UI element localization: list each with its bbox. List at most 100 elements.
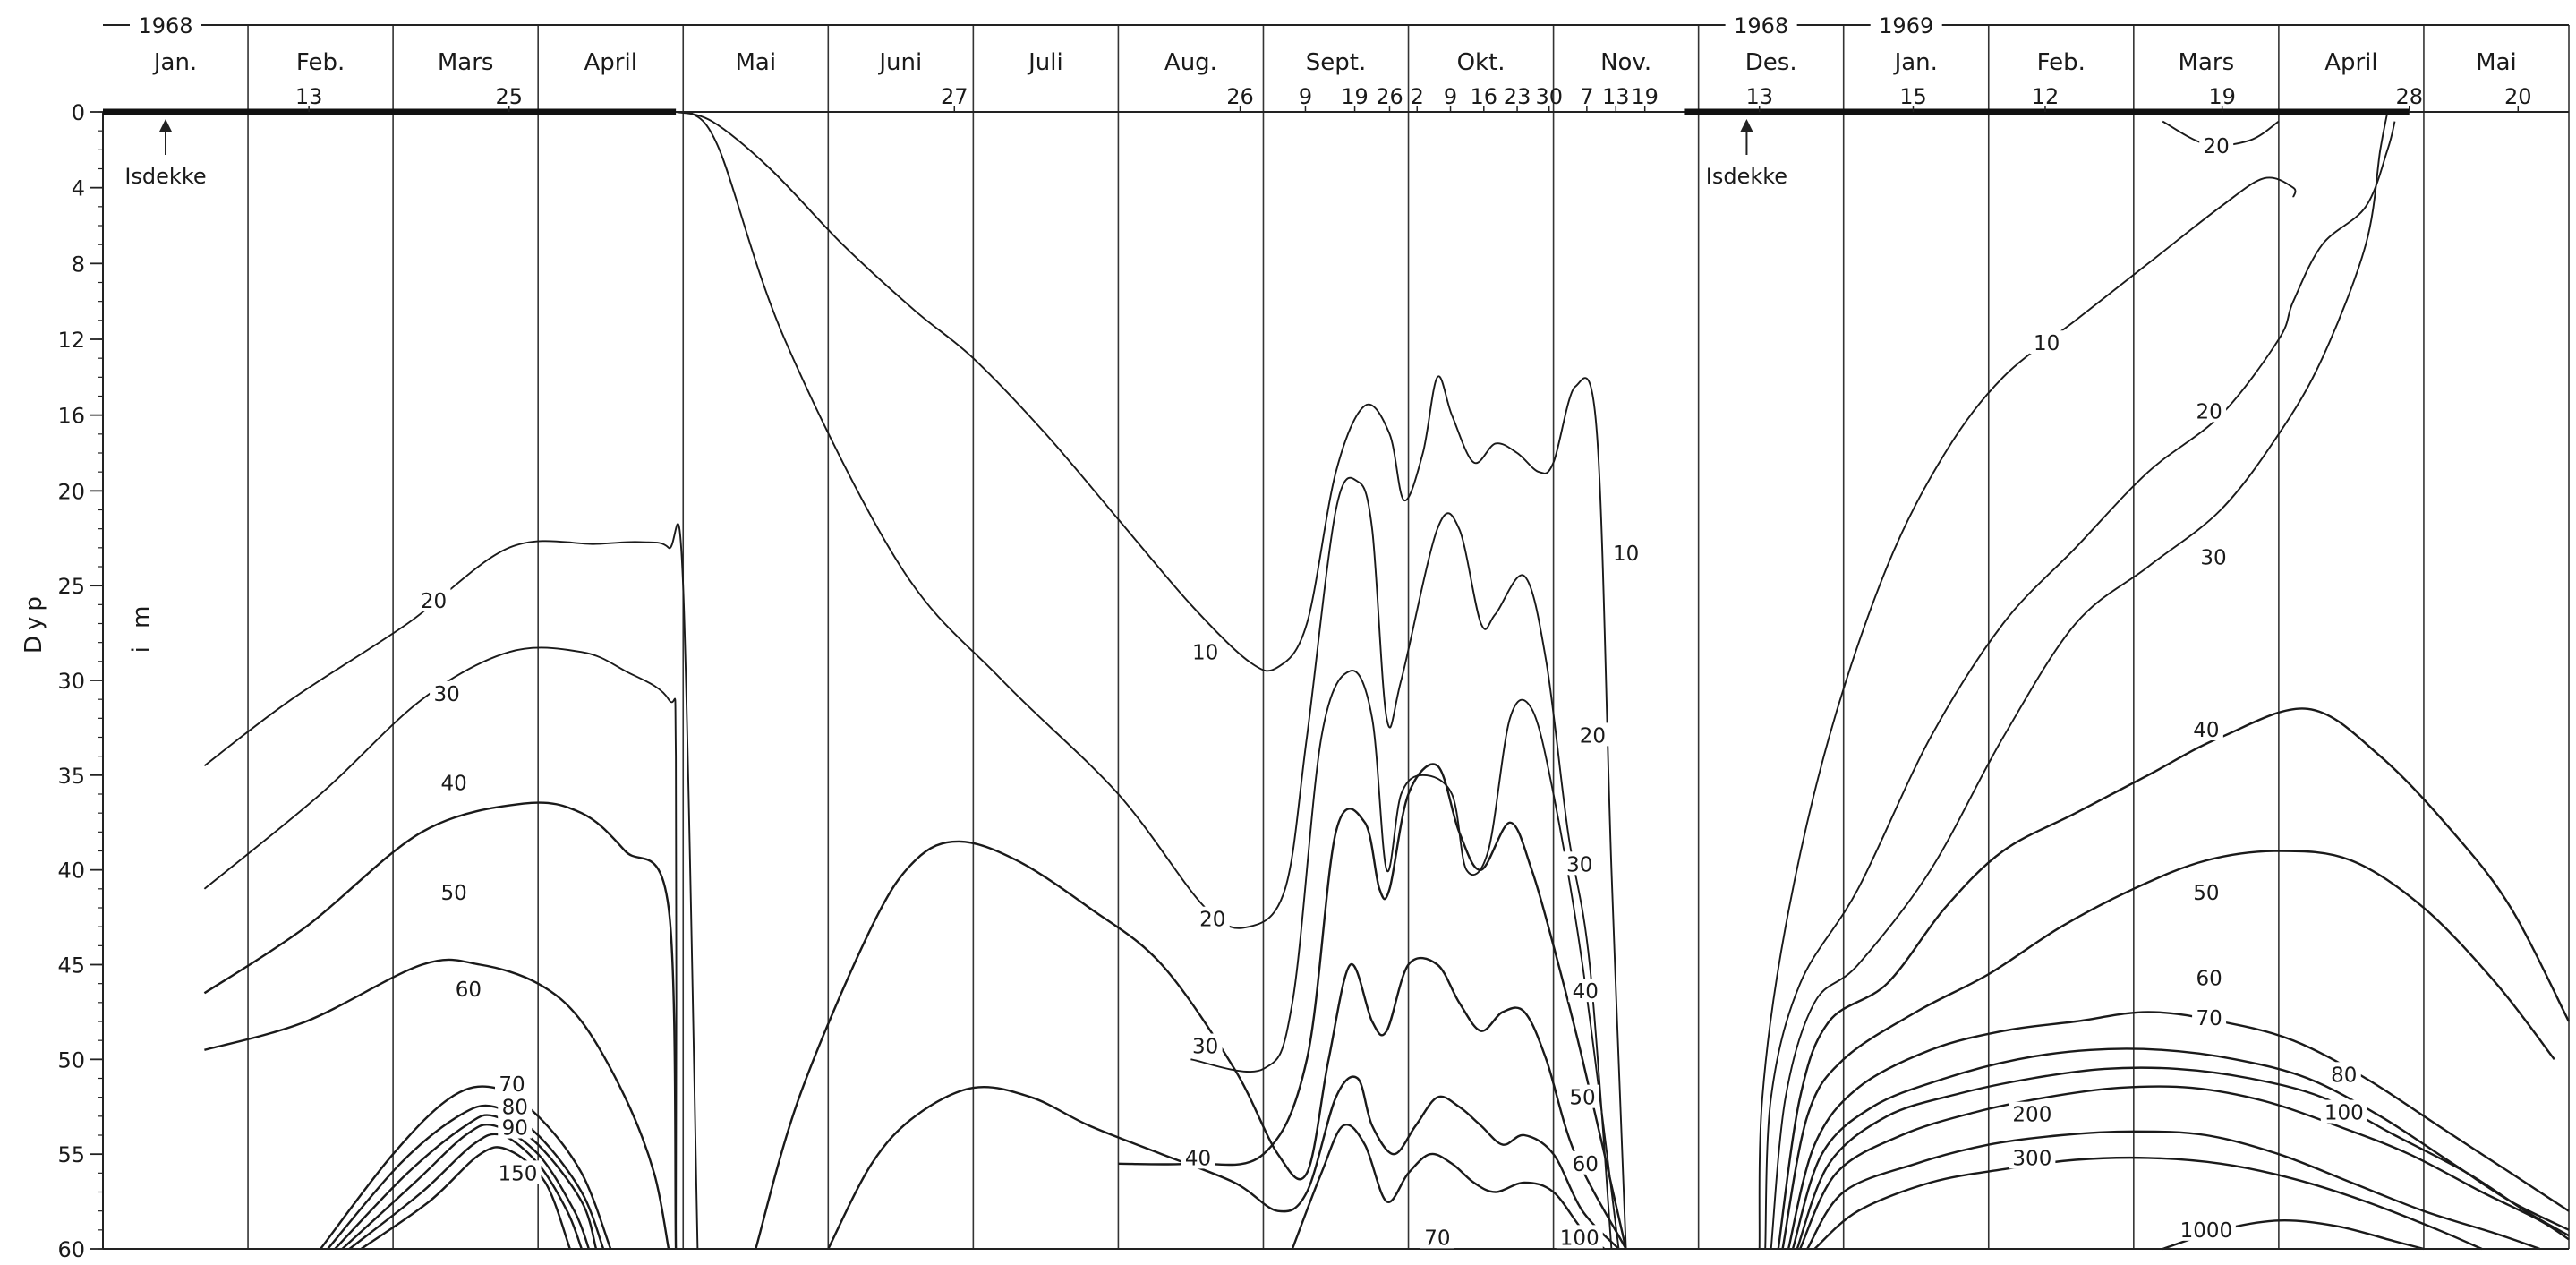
contour-label-bg <box>2320 1099 2367 1124</box>
year-label: 1968 <box>138 13 192 38</box>
contour-label: 30 <box>1566 853 1592 876</box>
sample-date-label: 20 <box>2504 84 2532 109</box>
month-grid <box>247 25 2570 1249</box>
contour-line-80 <box>1796 1066 2570 1250</box>
contour-label: 40 <box>441 772 467 795</box>
sample-date-label: 19 <box>2208 84 2236 109</box>
contour-label: 30 <box>433 683 459 706</box>
contour-label: 70 <box>1424 1227 1450 1250</box>
contour-label: 40 <box>1573 980 1599 1004</box>
contour-line-70 <box>327 1104 605 1250</box>
contour-label-bg <box>437 770 472 794</box>
y-tick-label: 40 <box>57 859 85 884</box>
contour-label-bg <box>1556 1225 1603 1249</box>
contour-line-10 <box>675 111 1627 1250</box>
contour-label: 30 <box>1192 1036 1218 1059</box>
contour-label: 30 <box>2200 546 2226 569</box>
contour-line-30 <box>1190 670 1620 1250</box>
contour-lines <box>203 111 2571 1251</box>
contour-label-bg <box>495 1071 530 1095</box>
contour-label-bg <box>2188 717 2223 741</box>
month-label: Jan. <box>1893 49 1938 76</box>
year-label: 1969 <box>1879 13 1933 38</box>
contour-label-bg <box>1562 851 1597 876</box>
sample-date-label: 13 <box>1602 84 1630 109</box>
contour-label: 60 <box>1573 1153 1599 1176</box>
contour-line-50 <box>755 840 1627 1250</box>
contour-label: 40 <box>2193 719 2219 742</box>
contour-label: 70 <box>499 1073 525 1097</box>
y-tick-label: 25 <box>57 574 85 599</box>
sample-date-label: 13 <box>1745 84 1773 109</box>
contour-label: 20 <box>2196 400 2222 423</box>
month-label: Okt. <box>1457 49 1506 76</box>
contour-label: 20 <box>1580 724 1606 748</box>
contour-label: 20 <box>1199 909 1225 932</box>
y-tick-label: 12 <box>57 328 85 353</box>
contour-label-bg <box>1608 541 1643 565</box>
contour-label: 60 <box>2196 967 2222 990</box>
year-label-bg <box>1870 13 1942 38</box>
contour-label-bg <box>2009 1145 2056 1169</box>
y-tick-label: 60 <box>57 1237 85 1262</box>
sample-date-label: 23 <box>1504 84 1531 109</box>
contour-label: 300 <box>2012 1147 2051 1170</box>
contour-label: 80 <box>2331 1064 2357 1087</box>
contour-label-bg <box>416 588 451 612</box>
y-tick-label: 20 <box>57 479 85 504</box>
contour-line-60 <box>320 1085 612 1250</box>
month-label: Mai <box>735 49 776 76</box>
sample-date-label: 19 <box>1631 84 1659 109</box>
month-label: April <box>584 49 636 76</box>
contour-line-200 <box>1806 1130 2540 1251</box>
contour-line-20 <box>689 111 1613 1250</box>
contour-label: 50 <box>441 882 467 905</box>
month-label: Mai <box>2476 49 2517 76</box>
contour-label: 10 <box>2034 332 2060 355</box>
contour-line-70 <box>1291 1124 1606 1250</box>
y-tick-label: 55 <box>57 1142 85 1167</box>
contour-label-bg <box>1195 906 1230 930</box>
contour-label: 60 <box>456 979 482 1002</box>
contour-label-bg <box>430 680 465 705</box>
ice-cover-label: Isdekke <box>1706 164 1787 189</box>
contour-label: 10 <box>1192 641 1218 664</box>
sample-date-label: 27 <box>941 84 968 109</box>
sample-date-label: 16 <box>1471 84 1498 109</box>
y-tick-label: 0 <box>72 100 85 125</box>
contour-label-bg <box>1565 1084 1599 1108</box>
contour-label-bg <box>2009 1101 2056 1125</box>
contour-line-70 <box>1791 1047 2570 1250</box>
contour-line-20 <box>1764 121 2396 1250</box>
contour-label: 20 <box>2204 135 2230 158</box>
contour-label: 50 <box>2193 882 2219 905</box>
contour-label-bg <box>2176 1217 2236 1241</box>
month-label: Mars <box>2179 49 2235 76</box>
sample-date-label: 9 <box>1299 84 1312 109</box>
contour-label-bg <box>2188 880 2223 904</box>
contour-line-100 <box>1799 1085 2570 1250</box>
y-tick-label: 35 <box>57 764 85 789</box>
contour-label-bg <box>1188 639 1223 663</box>
month-label: Juli <box>1027 49 1063 76</box>
sample-date-label: 15 <box>1899 84 1927 109</box>
contour-label-bg <box>498 1094 533 1118</box>
sample-date-label: 13 <box>295 84 323 109</box>
contour-label: 200 <box>2012 1104 2051 1127</box>
contour-label-bg <box>2192 965 2227 989</box>
contour-label-bg <box>1568 1150 1603 1175</box>
sample-date-label: 28 <box>2395 84 2423 109</box>
sample-date-label: 9 <box>1444 84 1457 109</box>
year-label-bg <box>130 13 201 38</box>
contour-label-bg <box>451 977 486 1001</box>
contour-label: 90 <box>502 1117 528 1141</box>
contour-labels: 20 30 40 50 60 70 80 90 150 10 20 30 40 10 20 30 40 50 60 7… <box>416 133 2367 1250</box>
year-label-bg <box>1725 13 1797 38</box>
contour-label-bg <box>1188 1033 1223 1057</box>
contour-label: 70 <box>2196 1007 2222 1030</box>
axes: 0 4 8 12 16 20 25 30 35 40 45 50 55 60 Isdekke Isdekke <box>57 100 2569 1262</box>
contour-label: 40 <box>1185 1147 1211 1170</box>
contour-line-40 <box>1118 763 1627 1250</box>
contour-label: 10 <box>1613 543 1639 566</box>
contour-line-50 <box>204 958 670 1250</box>
